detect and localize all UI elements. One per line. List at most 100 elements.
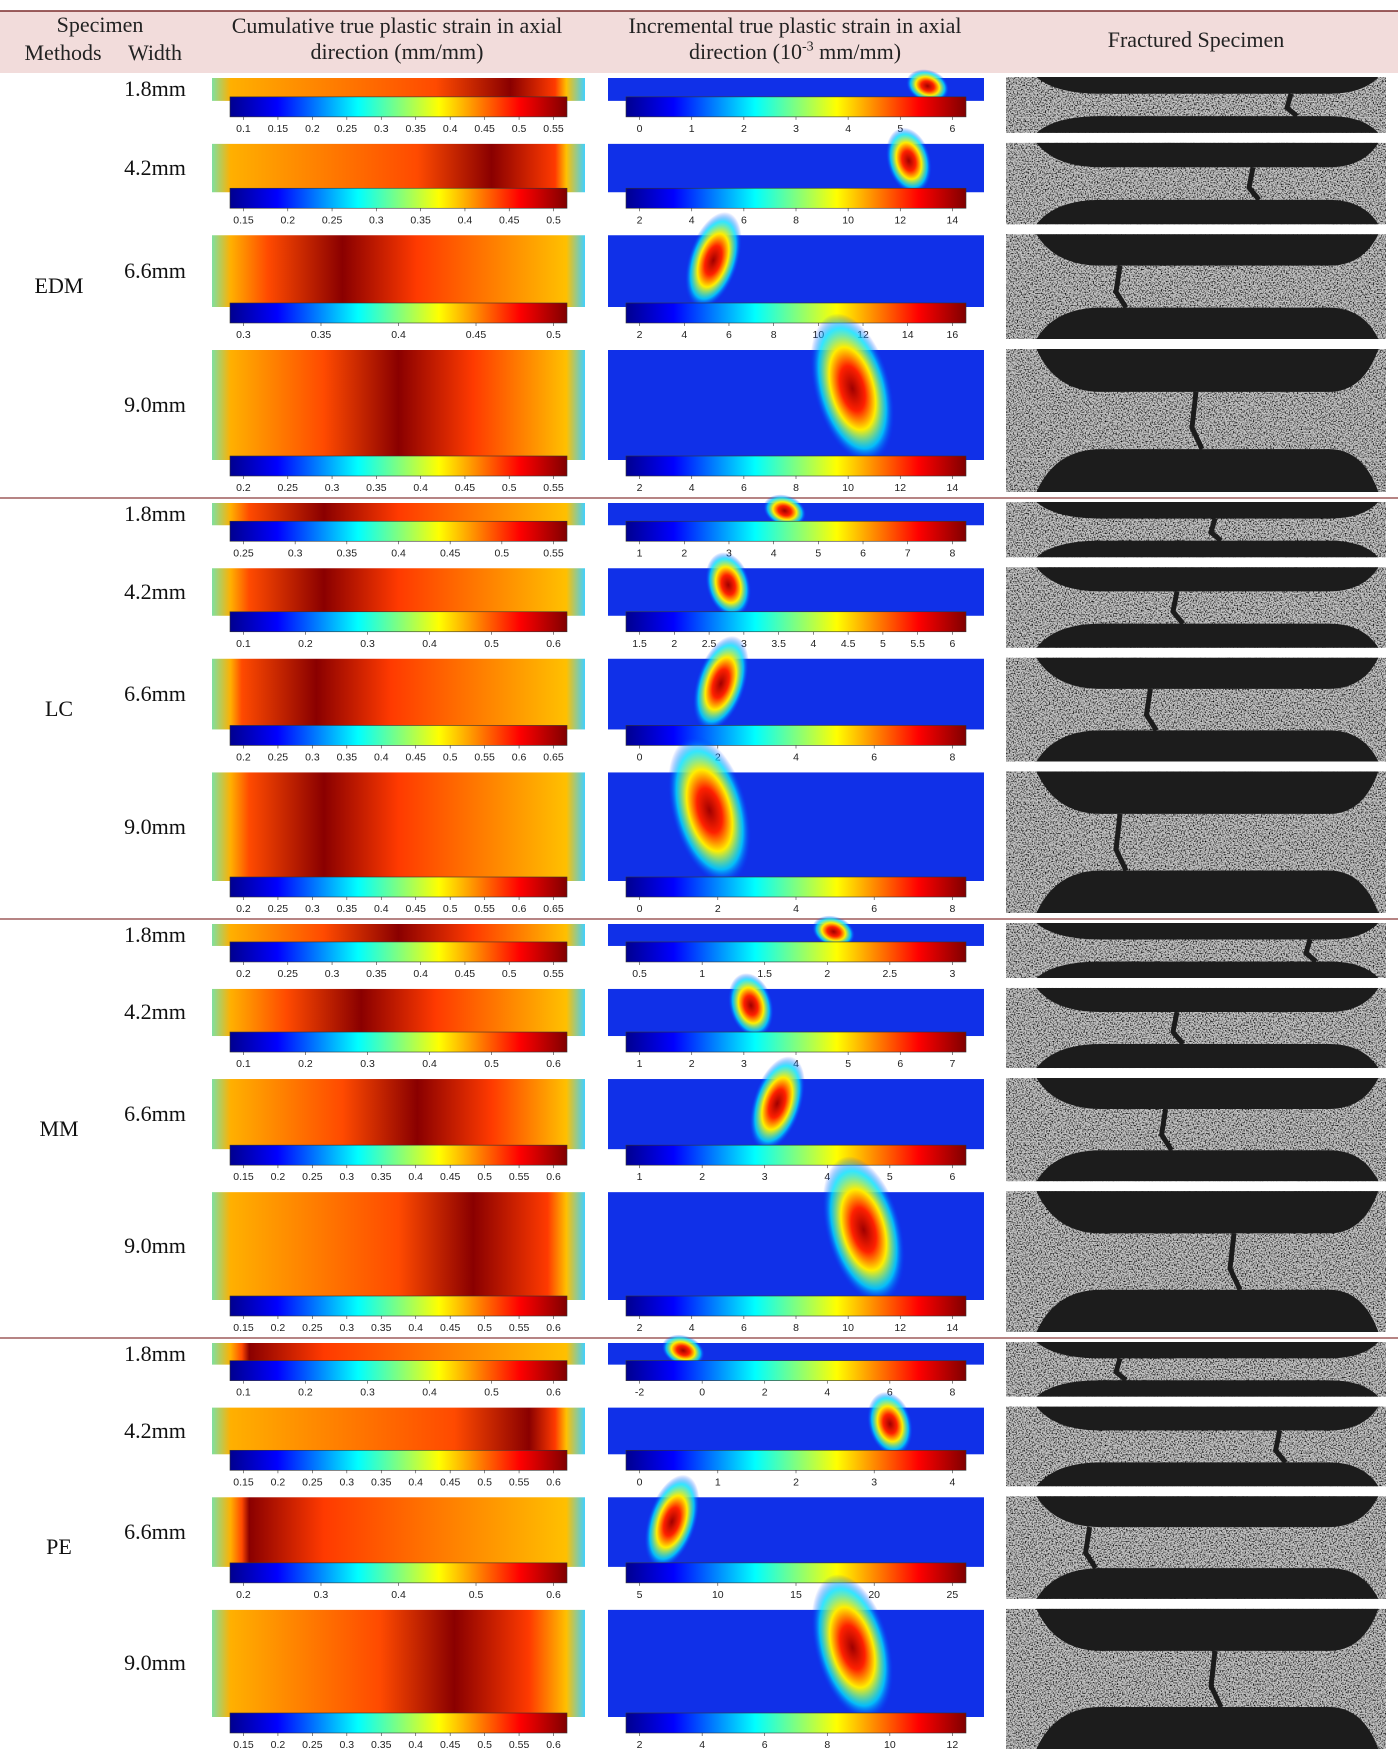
colorbar-tick-label: 0.4 (422, 1058, 437, 1070)
incremental-strain-map (608, 658, 984, 730)
colorbar (229, 1712, 568, 1734)
colorbar-tick-label: 0.45 (499, 214, 520, 226)
colorbar (229, 611, 568, 633)
colorbar-tick-label: 0.55 (509, 1322, 530, 1334)
colorbar-tick-label: 0.6 (512, 903, 527, 915)
colorbar-tick-label: 10 (842, 482, 854, 494)
colorbar-tick-label: 4 (793, 751, 799, 763)
colorbar-tick-label: 0.45 (466, 329, 487, 341)
colorbar-tick-label: 0.55 (474, 751, 495, 763)
colorbar-tick-label: 3.5 (771, 638, 786, 650)
colorbar (625, 1031, 967, 1053)
colorbar-tick-label: 4 (681, 329, 687, 341)
grip-shadow (1036, 349, 1379, 392)
colorbar-tick-label: 0.25 (278, 968, 299, 980)
colorbar-tick-label: 0.35 (371, 1739, 392, 1751)
colorbar-tick-label: 16 (947, 329, 959, 341)
colorbar-tick-label: 0 (637, 1476, 643, 1488)
colorbar-tick-label: 8 (949, 547, 955, 559)
colorbar-tick-label: 0.6 (546, 1589, 561, 1601)
width-label: 9.0mm (124, 1233, 186, 1259)
colorbar-tick-label: 0.3 (305, 751, 320, 763)
colorbar-tick-label: 5 (637, 1589, 643, 1601)
colorbar-tick-label: 0.45 (455, 482, 476, 494)
colorbar-tick-label: 1 (637, 547, 643, 559)
header-specimen: Specimen (0, 12, 200, 38)
colorbar-tick-label: 0.5 (469, 1589, 484, 1601)
colorbar-tick-label: 3 (741, 1058, 747, 1070)
crack (1113, 813, 1129, 872)
colorbar-tick-label: 6 (741, 482, 747, 494)
colorbar-tick-label: 0.35 (406, 123, 427, 135)
colorbar-tick-label: 0.2 (236, 751, 251, 763)
colorbar-tick-label: 0.5 (546, 214, 561, 226)
strain-band (867, 1391, 913, 1457)
colorbar-tick-label: 0.25 (302, 1476, 323, 1488)
colorbar-tick-label: 0.15 (233, 214, 254, 226)
colorbar-tick-label: 2 (671, 638, 677, 650)
header-cumulative: Cumulative true plastic strain in axial … (222, 13, 572, 65)
colorbar (229, 1562, 568, 1584)
colorbar-tick-label: 0.55 (543, 123, 564, 135)
colorbar (625, 187, 967, 209)
grip-shadow (1036, 77, 1379, 94)
colorbar-tick-label: 0.45 (440, 1476, 461, 1488)
colorbar-tick-label: 0 (699, 1387, 705, 1399)
colorbar-tick-label: 7 (949, 1058, 955, 1070)
colorbar-tick-label: 0.4 (422, 1387, 437, 1399)
colorbar-tick-label: 0.6 (546, 1058, 561, 1070)
cumulative-strain-map (212, 503, 585, 526)
colorbar-tick-label: 0.45 (406, 903, 427, 915)
colorbar-tick-label: 1.5 (632, 638, 647, 650)
width-label: 6.6mm (124, 258, 186, 284)
cumulative-strain-map (212, 1192, 585, 1300)
colorbar-tick-label: 0.2 (271, 1171, 286, 1183)
colorbar-tick-label: 0.2 (305, 123, 320, 135)
colorbar (625, 1144, 967, 1166)
colorbar-tick-label: 0.6 (546, 1387, 561, 1399)
colorbar-tick-label: 0.5 (443, 751, 458, 763)
header-text: Fractured Specimen (1107, 27, 1285, 52)
colorbar-tick-label: 0.3 (236, 329, 251, 341)
colorbar-tick-label: 8 (824, 1739, 830, 1751)
colorbar-tick-label: 0.35 (371, 1171, 392, 1183)
colorbar-tick-label: 0.15 (268, 123, 289, 135)
width-label: 9.0mm (124, 813, 186, 839)
colorbar-tick-label: 0 (637, 903, 643, 915)
colorbar (625, 96, 967, 118)
grip-shadow (1036, 1568, 1379, 1599)
colorbar-tick-label: 0.3 (340, 1476, 355, 1488)
colorbar-tick-label: 0.5 (495, 547, 510, 559)
strain-band (763, 494, 807, 528)
grip-shadow (1036, 1150, 1379, 1182)
colorbar-tick-label: 0.2 (298, 1058, 313, 1070)
colorbar (229, 1031, 568, 1053)
colorbar-tick-label: 6 (726, 329, 732, 341)
colorbar-tick-label: 0.5 (512, 123, 527, 135)
crack (1284, 93, 1299, 119)
colorbar-tick-label: 2.5 (883, 968, 898, 980)
colorbar (229, 455, 568, 477)
colorbar-tick-label: 4 (771, 547, 777, 559)
colorbar-tick-label: 0.55 (543, 482, 564, 494)
colorbar-tick-label: 0.4 (408, 1476, 423, 1488)
colorbar-tick-label: 0.35 (366, 482, 387, 494)
colorbar-tick-label: 0.5 (502, 968, 517, 980)
colorbar-tick-label: 0.2 (298, 1387, 313, 1399)
colorbar-tick-label: 0.4 (391, 547, 406, 559)
colorbar-tick-label: 0.2 (236, 1589, 251, 1601)
incremental-strain-map (608, 568, 984, 616)
colorbar-tick-label: 0.4 (408, 1322, 423, 1334)
colorbar-tick-label: 1 (637, 1171, 643, 1183)
header-methods: Methods (8, 40, 118, 66)
colorbar-tick-label: 4 (689, 482, 695, 494)
colorbar-tick-label: 0.35 (366, 968, 387, 980)
colorbar (229, 520, 568, 542)
colorbar-tick-label: 0.5 (502, 482, 517, 494)
colorbar-tick-label: 8 (949, 751, 955, 763)
colorbar-tick-label: 0.35 (337, 903, 358, 915)
colorbar-tick-label: 0.3 (305, 903, 320, 915)
colorbar (229, 302, 568, 324)
